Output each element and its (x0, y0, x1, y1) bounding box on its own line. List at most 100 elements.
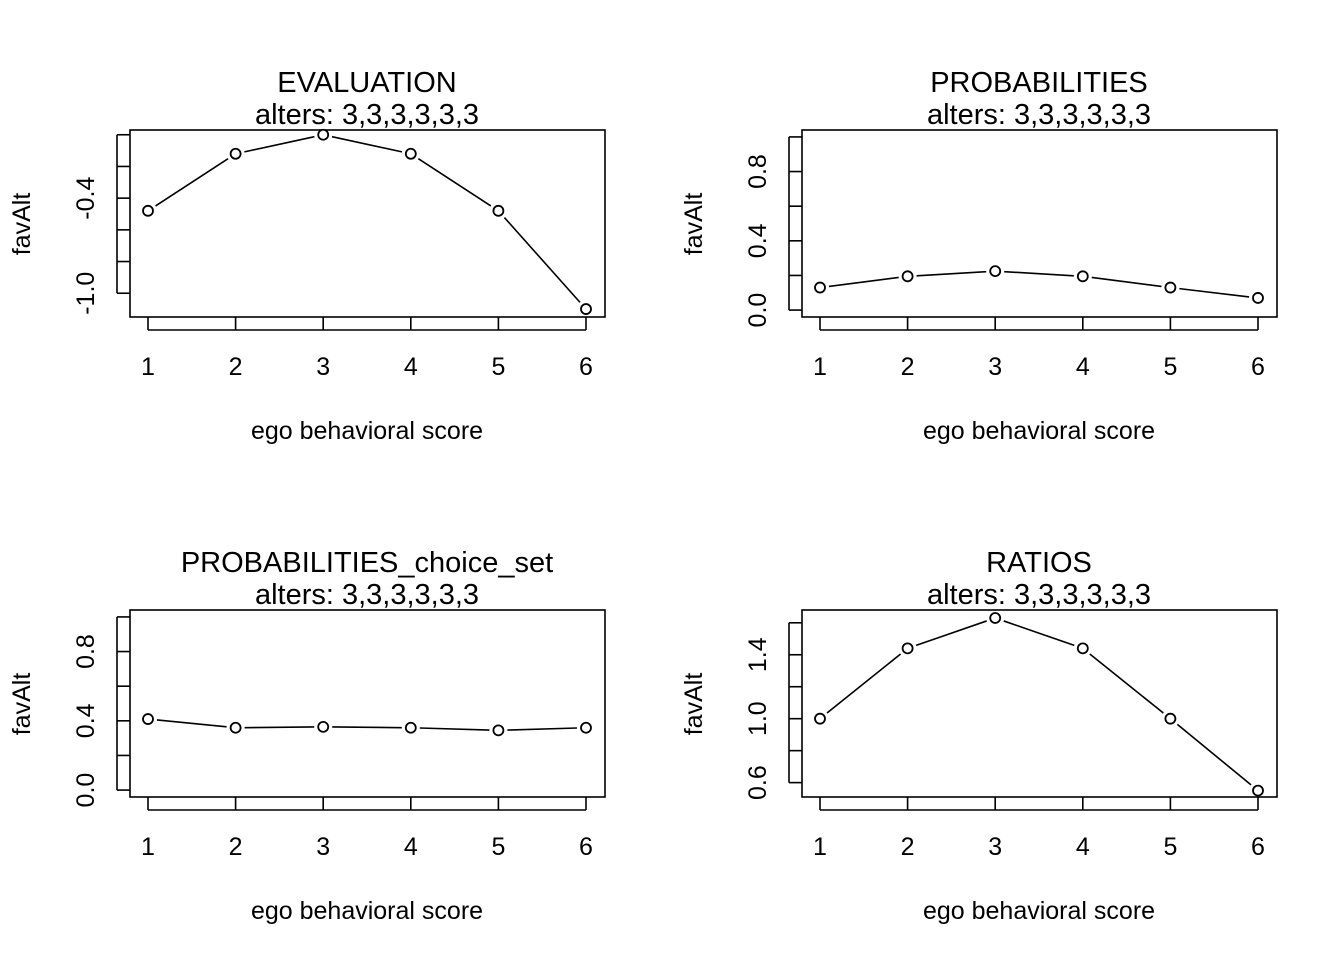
data-point (1164, 281, 1177, 294)
series-segment (419, 727, 490, 731)
y-axis-label: favAlt (680, 193, 708, 256)
chart-title: RATIOS (986, 547, 1092, 579)
series-segment (332, 726, 402, 729)
x-tick-label: 4 (1076, 353, 1090, 381)
x-tick-label: 6 (579, 833, 593, 861)
series-segment (826, 653, 902, 714)
x-tick-label: 1 (141, 833, 155, 861)
series-segment (828, 276, 899, 288)
x-tick-label: 6 (579, 353, 593, 381)
x-tick-label: 2 (901, 353, 915, 381)
series-segment (915, 620, 987, 647)
x-tick-label: 3 (316, 353, 330, 381)
y-tick-label: 0.4 (72, 703, 100, 738)
x-tick-label: 3 (316, 833, 330, 861)
series-segment (1179, 287, 1250, 298)
data-point (492, 724, 505, 737)
data-point (814, 281, 826, 294)
x-tick-label: 5 (1163, 353, 1177, 381)
data-point (901, 642, 914, 655)
series-segment (507, 727, 578, 731)
x-tick-label: 6 (1251, 353, 1265, 381)
y-axis-label: favAlt (680, 673, 708, 736)
series-segment (503, 217, 581, 303)
x-tick-label: 4 (404, 833, 418, 861)
data-point (580, 721, 592, 734)
data-point (989, 265, 1002, 278)
chart-subtitle: alters: 3,3,3,3,3,3 (255, 579, 479, 611)
y-tick-label: 0.0 (744, 293, 772, 328)
y-tick-label: 0.8 (72, 634, 100, 669)
series-segment (1003, 620, 1075, 647)
chart-title: PROBABILITIES (930, 67, 1148, 99)
y-tick-label: 1.0 (744, 701, 772, 736)
series-segment (244, 726, 315, 729)
data-point (404, 721, 417, 734)
x-tick-label: 5 (491, 833, 505, 861)
data-point (1252, 292, 1264, 304)
chart-subtitle: alters: 3,3,3,3,3,3 (927, 99, 1151, 131)
x-tick-label: 2 (229, 353, 243, 381)
plot-frame (129, 129, 606, 318)
y-axis-label: favAlt (8, 193, 36, 256)
data-point (404, 147, 417, 160)
chart-subtitle: alters: 3,3,3,3,3,3 (927, 579, 1151, 611)
y-tick-label: 0.6 (744, 765, 772, 800)
chart-title: EVALUATION (277, 67, 456, 99)
data-point (317, 128, 330, 141)
y-tick-label: 0.0 (72, 773, 100, 808)
series-segment (1176, 723, 1252, 786)
x-tick-label: 1 (813, 833, 827, 861)
data-point (492, 204, 505, 217)
series-segment (1004, 270, 1074, 277)
data-point (989, 612, 1002, 624)
x-tick-label: 2 (229, 833, 243, 861)
data-point (317, 720, 330, 733)
series-segment (331, 135, 403, 153)
series-segment (1091, 276, 1162, 288)
series-segment (155, 158, 229, 207)
x-axis-label: ego behavioral score (251, 417, 483, 445)
y-tick-label: 1.4 (744, 637, 772, 672)
series-segment (1089, 653, 1164, 714)
plot-frame (801, 609, 1278, 798)
x-tick-label: 5 (1163, 833, 1177, 861)
x-tick-label: 1 (813, 353, 827, 381)
x-axis-label: ego behavioral score (923, 897, 1155, 925)
chart-title: PROBABILITIES_choice_set (181, 547, 553, 579)
y-axis-label: favAlt (8, 673, 36, 736)
y-tick-label: 0.4 (744, 223, 772, 258)
y-tick-label: 0.8 (744, 154, 772, 189)
plot-frame (801, 129, 1278, 318)
x-axis-label: ego behavioral score (923, 417, 1155, 445)
data-point (1252, 784, 1264, 797)
data-point (1076, 270, 1089, 283)
y-tick-label: -1.0 (72, 272, 100, 315)
x-tick-label: 2 (901, 833, 915, 861)
data-point (580, 303, 592, 315)
x-tick-label: 4 (404, 353, 418, 381)
data-point (142, 204, 154, 217)
x-tick-label: 3 (988, 353, 1002, 381)
data-point (229, 721, 242, 734)
data-point (901, 270, 914, 283)
data-point (1164, 712, 1177, 725)
x-tick-label: 5 (491, 353, 505, 381)
x-tick-label: 4 (1076, 833, 1090, 861)
x-tick-label: 6 (1251, 833, 1265, 861)
data-point (1076, 642, 1089, 655)
x-tick-label: 3 (988, 833, 1002, 861)
y-tick-label: -0.4 (72, 177, 100, 220)
series-segment (244, 135, 315, 153)
series-segment (156, 719, 227, 728)
series-segment (916, 270, 987, 277)
series-segment (417, 158, 492, 207)
data-point (142, 713, 154, 725)
chart-subtitle: alters: 3,3,3,3,3,3 (255, 99, 479, 131)
x-axis-label: ego behavioral score (251, 897, 483, 925)
data-point (814, 712, 826, 725)
